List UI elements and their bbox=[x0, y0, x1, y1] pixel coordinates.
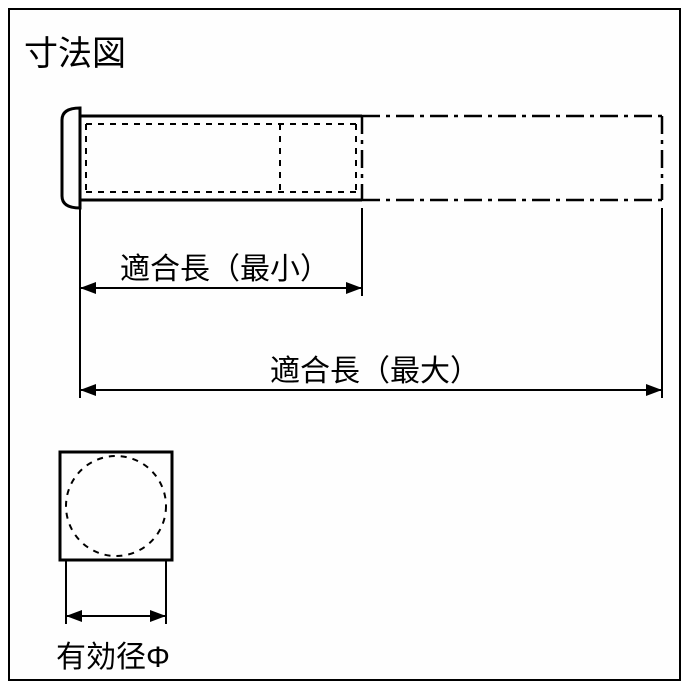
shaft-hidden-lines bbox=[86, 124, 356, 192]
label-fit-length-max: 適合長（最大） bbox=[270, 346, 480, 390]
dimension-effective-diameter bbox=[66, 560, 166, 624]
label-effective-diameter: 有効径Φ bbox=[56, 632, 170, 676]
shaft-cap bbox=[62, 108, 80, 208]
shaft-phantom-extension bbox=[362, 116, 662, 200]
diagram-canvas: 寸法図 適合長（最小） 適合長（最大） 有効径Φ bbox=[0, 0, 691, 691]
label-fit-length-min: 適合長（最小） bbox=[120, 244, 330, 288]
cross-section bbox=[60, 452, 172, 560]
shaft-body-solid bbox=[80, 116, 362, 200]
diagram-title: 寸法図 bbox=[24, 26, 126, 75]
